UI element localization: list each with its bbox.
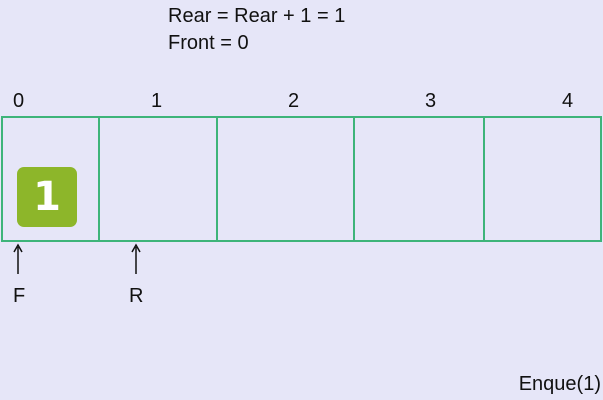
index-label-0: 0 bbox=[13, 90, 25, 112]
index-label-2: 2 bbox=[288, 90, 300, 112]
operation-caption: Enque(1) bbox=[518, 373, 601, 395]
front-pointer-arrow-icon bbox=[13, 243, 23, 274]
front-equation: Front = 0 bbox=[168, 32, 249, 54]
rear-pointer-label: R bbox=[129, 285, 144, 307]
rear-pointer-arrow-icon bbox=[131, 243, 141, 274]
queue-element-value: 1 bbox=[33, 174, 61, 220]
front-pointer-label: F bbox=[13, 285, 26, 307]
index-label-3: 3 bbox=[425, 90, 437, 112]
queue-element-1: 1 bbox=[17, 167, 77, 227]
rear-equation: Rear = Rear + 1 = 1 bbox=[168, 5, 346, 27]
queue-outline bbox=[1, 116, 602, 242]
index-label-4: 4 bbox=[562, 90, 574, 112]
index-label-1: 1 bbox=[151, 90, 163, 112]
